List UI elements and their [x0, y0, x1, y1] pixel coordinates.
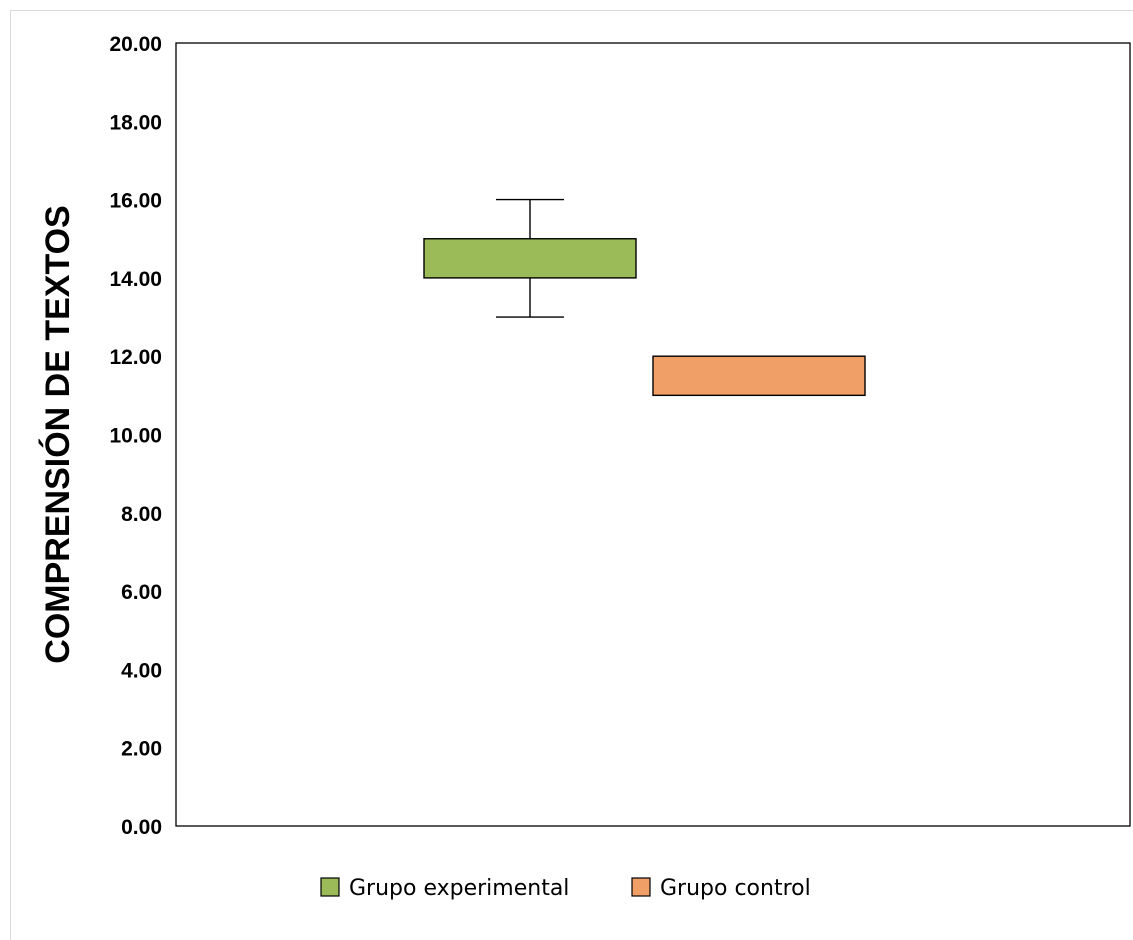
y-tick-label: 2.00	[121, 738, 162, 761]
y-tick-label: 0.00	[121, 816, 162, 839]
iqr-box	[652, 355, 866, 397]
y-tick-label: 12.00	[109, 346, 162, 369]
y-tick-label: 10.00	[109, 425, 162, 448]
legend: Grupo experimental Grupo control	[320, 876, 811, 901]
y-tick-label: 18.00	[109, 111, 162, 134]
legend-item: Grupo experimental	[320, 876, 569, 901]
plot-area	[175, 42, 1131, 827]
y-tick-label: 6.00	[121, 581, 162, 604]
box-1	[423, 198, 637, 318]
legend-swatch	[631, 877, 651, 897]
y-axis-title: COMPRENSIÓN DE TEXTOS	[39, 205, 77, 663]
legend-label: Grupo control	[660, 876, 811, 901]
chart-frame	[10, 10, 1133, 940]
box-2	[652, 355, 866, 397]
legend-item: Grupo control	[631, 876, 811, 901]
y-tick-label: 20.00	[109, 33, 162, 56]
legend-label: Grupo experimental	[349, 876, 569, 901]
legend-swatch	[320, 877, 340, 897]
y-tick-label: 4.00	[121, 659, 162, 682]
y-axis-ticks: 0.00 2.00 4.00 6.00 8.00 10.00 12.00 14.00 16.00…	[109, 33, 162, 839]
iqr-box	[423, 238, 637, 279]
y-tick-label: 16.00	[109, 190, 162, 213]
y-tick-label: 14.00	[109, 268, 162, 291]
y-tick-label: 8.00	[121, 503, 162, 526]
boxes	[423, 198, 866, 397]
